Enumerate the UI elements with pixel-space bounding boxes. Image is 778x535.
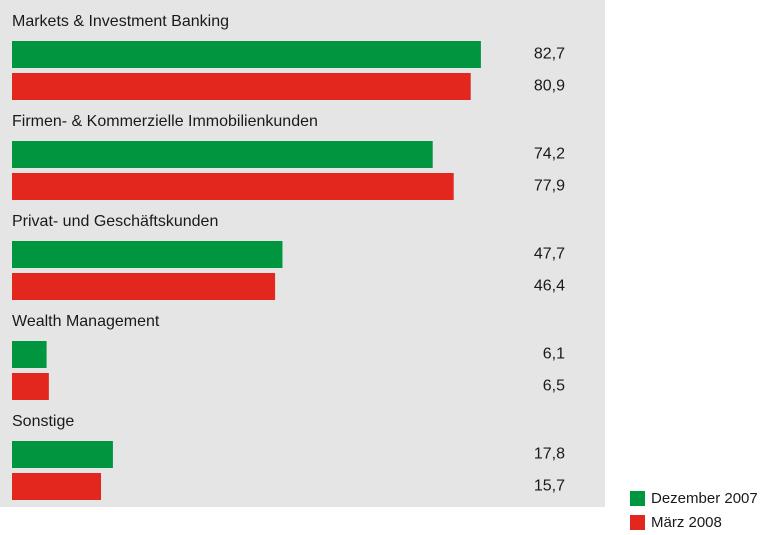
bar	[12, 173, 454, 200]
category-label: Wealth Management	[12, 313, 160, 330]
category-label: Firmen- & Kommerzielle Immobilienkunden	[12, 113, 318, 130]
value-label: 15,7	[534, 478, 565, 495]
bar	[12, 341, 47, 368]
bar	[12, 273, 276, 300]
category-label: Privat- und Geschäftskunden	[12, 213, 218, 230]
legend-swatch	[630, 491, 645, 506]
legend-label: Dezember 2007	[651, 490, 758, 507]
value-label: 47,7	[534, 246, 565, 263]
bar	[12, 41, 481, 68]
value-label: 80,9	[534, 78, 565, 95]
legend-swatch	[630, 515, 645, 530]
value-label: 6,5	[543, 378, 565, 395]
legend-label: März 2008	[651, 514, 722, 531]
bar	[12, 73, 471, 100]
category-label: Markets & Investment Banking	[12, 13, 229, 30]
bar	[12, 441, 113, 468]
value-label: 82,7	[534, 46, 565, 63]
value-label: 77,9	[534, 178, 565, 195]
value-label: 46,4	[534, 278, 565, 295]
bar	[12, 373, 49, 400]
category-label: Sonstige	[12, 413, 74, 430]
value-label: 17,8	[534, 446, 565, 463]
bar	[12, 241, 283, 268]
value-label: 74,2	[534, 146, 565, 163]
value-label: 6,1	[543, 346, 565, 363]
bar	[12, 141, 433, 168]
bar	[12, 473, 102, 500]
